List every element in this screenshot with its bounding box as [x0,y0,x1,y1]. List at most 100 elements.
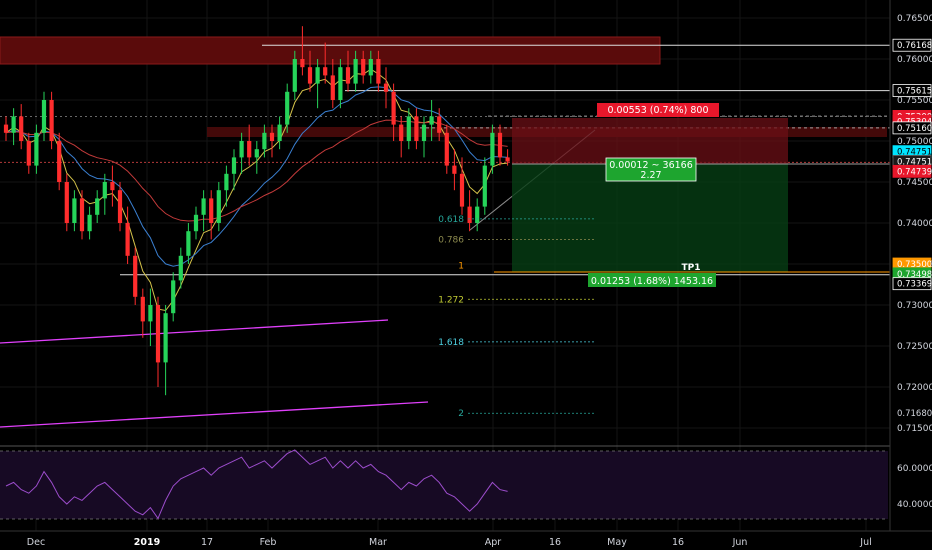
candle-body [171,280,176,314]
candle-body [399,124,404,141]
price-label: 0.73498 [897,270,932,280]
fib-level-label: 2 [458,409,464,419]
candle-body [26,141,31,166]
candle-body [467,206,472,223]
price-tick-label: 0.72500 [897,342,932,352]
candle-body [72,198,77,223]
candle-body [497,132,503,158]
resistance-zone [0,36,661,65]
candle-body [315,67,320,84]
candle-body [216,190,221,223]
stop-label-box [597,103,719,117]
rsi-tick-label: 60.0000 [897,464,932,474]
price-tick-label: 0.74000 [897,219,932,229]
price-tick-label: 0.75000 [897,137,932,147]
candle-body [34,132,39,166]
candle-body [239,141,244,158]
rsi-band [0,451,888,519]
candle-body [482,165,487,207]
candle-body [269,132,275,141]
candle-body [277,124,282,141]
candle-body [41,100,47,133]
fibonacci-levels: 0.618 0.786 1 1.272 1.618 2 [438,215,595,419]
fib-level-label: 0.618 [438,215,464,225]
candle-body [11,116,16,133]
candle-body [231,157,237,174]
candle-body [254,149,259,158]
rsi-line [5,449,508,520]
tp-label: TP1 [682,263,701,273]
candle-body [262,132,267,150]
time-tick-label: 17 [201,537,213,548]
upper-channel-line [0,319,389,344]
target-zone [512,164,788,272]
candle-body [201,198,206,215]
candle-body [64,182,69,223]
fib-level-label: 1.272 [438,295,464,305]
candle-body [133,255,138,297]
price-label-box [892,121,932,135]
price-label: 0.74751 [897,157,932,167]
candle-body [3,124,9,133]
price-label: 0.73500 [897,260,932,270]
price-label: 0.74751 [897,148,932,158]
stop-zone [512,118,788,164]
candle-body [490,132,495,166]
price-label: 0.71680 [897,409,932,419]
fib-level-label: 1.618 [438,338,464,348]
lower-channel-line [0,401,429,428]
candle-body [437,116,442,133]
candle-body [406,116,411,141]
candle-body [338,67,343,100]
candle-body [148,305,153,322]
rsi-axis: 60.0000 40.0000 [897,464,932,510]
fib-level-label: 1 [458,262,464,272]
candle-body [178,255,183,281]
target-label: 0.01253 (1.68%) 1453.16 [591,276,713,287]
price-tick-label: 0.74500 [897,178,932,188]
candle-body [391,91,396,125]
fib-level-label: 0.786 [438,235,464,245]
candle-body [414,116,419,141]
entry-label-line1: 0.00012 ~ 36166 [609,160,693,171]
candle-body [117,190,123,223]
time-axis: Dec 2019 17 Feb Mar 16 Apr May 16 Jun Jul [27,537,872,548]
price-labels: 0.761680.756150.753000.753040.751600.747… [892,38,932,419]
position-tool[interactable]: 0.00553 (0.74%) 800 0.00012 ~ 36166 2.27… [494,103,890,287]
time-tick-label: Jun [732,537,748,548]
price-tick-label: 0.76500 [897,14,932,24]
candle-body [459,173,465,207]
price-label-box [892,38,932,52]
candles [3,26,510,396]
candle-body [224,173,229,191]
candle-body [475,206,480,223]
candle-body [505,157,510,162]
candle-body [383,83,389,92]
candle-body [292,59,297,92]
price-label: 0.75615 [897,87,932,97]
time-tick-label: 16 [549,537,561,548]
candle-body [209,198,214,223]
time-tick-label: 16 [672,537,684,548]
time-tick-label: Jul [859,537,871,548]
rsi-pane [0,449,888,520]
price-tick-label: 0.76000 [897,55,932,65]
candle-body [452,165,457,174]
rsi-tick-label: 40.0000 [897,500,932,510]
time-tick-label: Dec [27,537,45,548]
candle-body [353,59,358,84]
candle-body [300,59,305,68]
time-tick-label: Mar [369,537,387,548]
moving-average-line [5,86,508,267]
candle-body [125,223,130,256]
time-tick-label: May [607,537,627,548]
candle-body [186,231,191,256]
candle-body [444,132,449,166]
candle-body [57,141,62,182]
price-label: 0.74739 [897,167,932,177]
price-tick-label: 0.71500 [897,424,932,434]
price-label-box [892,164,932,178]
candle-body [110,182,115,191]
candle-body [345,67,351,84]
